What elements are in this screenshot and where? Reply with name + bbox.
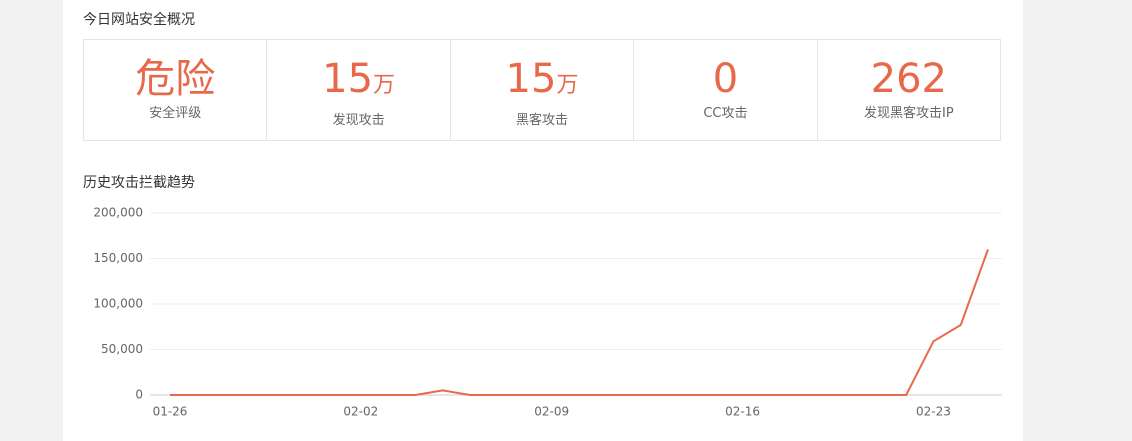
y-tick-label: 0	[135, 388, 143, 402]
x-tick-label: 02-02	[343, 405, 378, 419]
stat-value: 262	[818, 56, 1000, 102]
stat-number: 262	[870, 56, 947, 102]
y-tick-label: 200,000	[93, 206, 143, 220]
series-line	[170, 249, 989, 396]
stat-unit: 万	[556, 73, 579, 98]
stat-label: 发现黑客攻击IP	[863, 106, 954, 121]
stat-number: 0	[712, 56, 739, 102]
stat-value: 危险	[84, 56, 266, 102]
stat-cell: 15万黑客攻击	[451, 40, 635, 140]
stat-value: 15万	[451, 56, 633, 109]
x-tick-label: 02-09	[534, 405, 569, 419]
y-tick-label: 100,000	[93, 297, 143, 311]
stats-row: 危险 安全评级 15万 发现攻击 15万 黑客攻击 0 CC攻击 262 发现黑客攻击IP	[83, 39, 1001, 141]
stat-cell: 危险 安全评级	[84, 40, 268, 140]
stat-number: 15	[322, 56, 374, 102]
stat-label: CC攻击	[703, 106, 748, 121]
stat-label: 黑客攻击	[516, 113, 569, 128]
stat-value: 15万	[267, 56, 449, 109]
stat-label: 安全评级	[149, 106, 202, 121]
section-title: 今日网站安全概况	[83, 12, 195, 28]
stat-number: 危险	[135, 56, 216, 102]
stat-label: 发现攻击	[332, 113, 385, 128]
chart-title: 历史攻击拦截趋势	[83, 175, 195, 191]
x-tick-label: 01-26	[153, 405, 188, 419]
stat-unit: 万	[373, 73, 396, 98]
stat-value: 0	[634, 56, 816, 102]
x-tick-label: 02-16	[725, 405, 760, 419]
stat-number: 15	[505, 56, 557, 102]
stat-cell: 15万发现攻击	[267, 40, 451, 140]
stat-cell: 0 CC攻击	[634, 40, 818, 140]
y-tick-label: 50,000	[101, 342, 143, 356]
stat-cell: 262 发现黑客攻击IP	[818, 40, 1000, 140]
panel: 今日网站安全概况 危险 安全评级 15万 发现攻击 15万 黑客攻击 0 CC攻击 262 发现黑…	[63, 0, 1023, 441]
x-tick-label: 02-23	[916, 405, 951, 419]
y-tick-label: 150,000	[93, 251, 143, 265]
